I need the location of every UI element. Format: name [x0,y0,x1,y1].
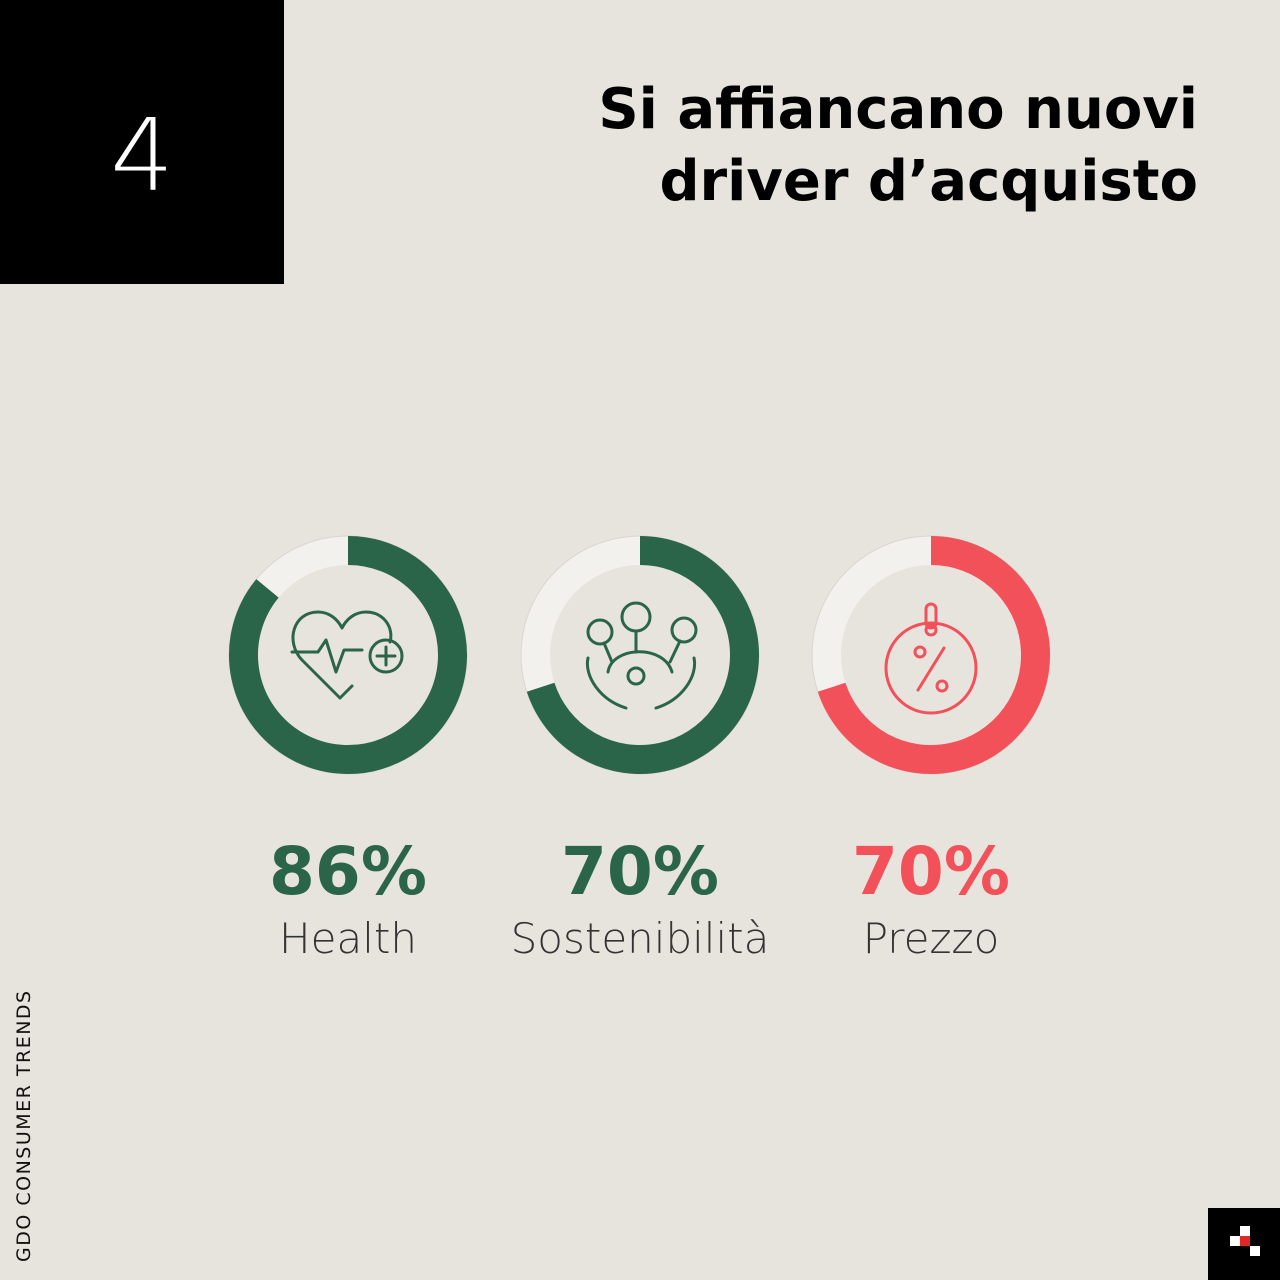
sustainability-icon [585,601,698,710]
slide-number: 4 [110,97,174,214]
donut-arc [526,536,759,774]
logo-square [1240,1236,1250,1246]
category-label: Health [279,914,417,963]
value-label: 70% [561,833,719,910]
health-icon [290,610,404,700]
donut-arc [229,536,467,774]
logo-square [1250,1246,1260,1256]
logo-square [1230,1236,1240,1246]
donut-arc [817,536,1050,774]
price-icon [884,602,978,715]
category-label: Sostenibilità [511,914,770,963]
title-line: driver d’acquisto [659,149,1198,214]
category-label: Prezzo [863,914,1000,963]
logo-square [1240,1226,1250,1236]
title-line: Si affiancano nuovi [598,77,1198,142]
sidebar-label: GDO CONSUMER TRENDS [13,989,35,1262]
number-box [0,0,284,284]
logo [1208,1208,1280,1280]
value-label: 86% [269,833,427,910]
value-label: 70% [852,833,1010,910]
